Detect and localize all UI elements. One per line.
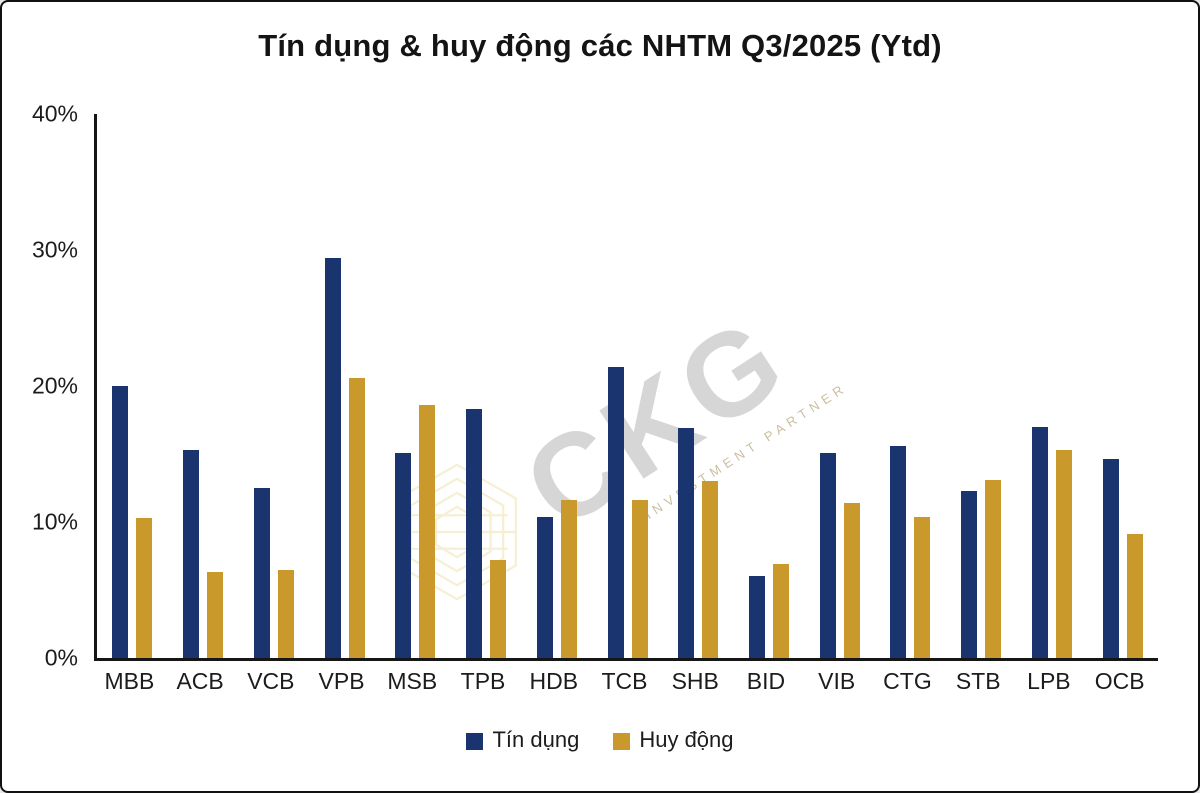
- bar-msb-tin-dung: [395, 452, 412, 658]
- bar-bid-tin-dung: [748, 576, 765, 658]
- bar-group-lpb: [1017, 114, 1088, 658]
- x-label-vpb: VPB: [318, 668, 365, 694]
- bar-group-tcb: [592, 114, 663, 658]
- bar-mbb-huy-dong: [136, 517, 153, 658]
- y-tick-label: 10%: [31, 508, 78, 535]
- bar-group-stb: [946, 114, 1017, 658]
- bar-ocb-tin-dung: [1102, 459, 1119, 658]
- x-label-ocb: OCB: [1094, 668, 1145, 694]
- x-label-hdb: HDB: [529, 668, 579, 694]
- bar-hdb-huy-dong: [560, 500, 577, 658]
- legend-item: Huy động: [613, 727, 734, 753]
- bar-vpb-tin-dung: [324, 258, 341, 658]
- bar-shb-tin-dung: [678, 428, 695, 658]
- bar-ctg-huy-dong: [914, 516, 931, 658]
- legend-label: Huy động: [639, 727, 734, 752]
- bar-acb-huy-dong: [207, 572, 224, 658]
- x-label-tcb: TCB: [601, 668, 648, 694]
- bar-tcb-tin-dung: [607, 366, 624, 658]
- bar-group-mbb: [97, 114, 168, 658]
- y-axis-tick-labels: 0% 10% 20% 30% 40%: [2, 101, 84, 671]
- bar-stb-tin-dung: [961, 490, 978, 658]
- y-tick-label: 0%: [44, 644, 78, 671]
- bar-ctg-tin-dung: [890, 445, 907, 658]
- bar-mbb-tin-dung: [112, 386, 129, 658]
- x-label-msb: MSB: [387, 668, 438, 694]
- bar-lpb-tin-dung: [1031, 426, 1048, 658]
- bar-group-vib: [804, 114, 875, 658]
- bar-vcb-tin-dung: [253, 488, 270, 658]
- legend-label: Tín dụng: [492, 727, 580, 752]
- bar-tcb-huy-dong: [631, 500, 648, 658]
- bar-group-msb: [380, 114, 451, 658]
- y-tick-label: 40%: [31, 100, 78, 127]
- bar-stb-huy-dong: [985, 479, 1002, 658]
- legend-swatch-icon: [613, 732, 631, 750]
- bar-ocb-huy-dong: [1126, 534, 1143, 658]
- bar-bid-huy-dong: [772, 564, 789, 658]
- bar-group-acb: [168, 114, 239, 658]
- bar-group-bid: [734, 114, 805, 658]
- bars-container: [97, 114, 1158, 658]
- bar-tpb-tin-dung: [466, 409, 483, 658]
- x-axis-labels: MBB ACB VCB VPB MSB TPB HDB TCB SHB BID VIB CTG STB L…: [94, 668, 1155, 695]
- bar-hdb-tin-dung: [536, 516, 553, 658]
- x-label-lpb: LPB: [1027, 668, 1071, 694]
- bar-vpb-huy-dong: [348, 377, 365, 658]
- legend-swatch-icon: [466, 732, 484, 750]
- plot-area: [94, 114, 1158, 661]
- bar-vib-tin-dung: [819, 452, 836, 658]
- x-label-mbb: MBB: [104, 668, 155, 694]
- bar-lpb-huy-dong: [1055, 449, 1072, 658]
- y-tick-label: 20%: [31, 372, 78, 399]
- bar-tpb-huy-dong: [490, 560, 507, 658]
- legend-item: Tín dụng: [466, 727, 579, 753]
- bar-group-ocb: [1087, 114, 1158, 658]
- bar-shb-huy-dong: [702, 481, 719, 658]
- bar-group-vcb: [238, 114, 309, 658]
- x-label-ctg: CTG: [883, 668, 932, 694]
- bar-group-hdb: [521, 114, 592, 658]
- y-tick-label: 30%: [31, 236, 78, 263]
- bar-group-vpb: [309, 114, 380, 658]
- bar-group-ctg: [875, 114, 946, 658]
- bar-vib-huy-dong: [843, 502, 860, 658]
- x-label-bid: BID: [746, 668, 786, 694]
- x-label-acb: ACB: [176, 668, 224, 694]
- legend: Tín dụng Huy động: [2, 727, 1198, 753]
- x-label-vib: VIB: [818, 668, 856, 694]
- x-label-tpb: TPB: [460, 668, 506, 694]
- chart-title: Tín dụng & huy động các NHTM Q3/2025 (Yt…: [258, 28, 942, 63]
- bar-group-shb: [663, 114, 734, 658]
- bar-group-tpb: [451, 114, 522, 658]
- bar-msb-huy-dong: [419, 405, 436, 658]
- bar-vcb-huy-dong: [277, 569, 294, 658]
- x-label-stb: STB: [955, 668, 1001, 694]
- x-label-vcb: VCB: [247, 668, 295, 694]
- x-label-shb: SHB: [671, 668, 719, 694]
- bar-acb-tin-dung: [183, 449, 200, 658]
